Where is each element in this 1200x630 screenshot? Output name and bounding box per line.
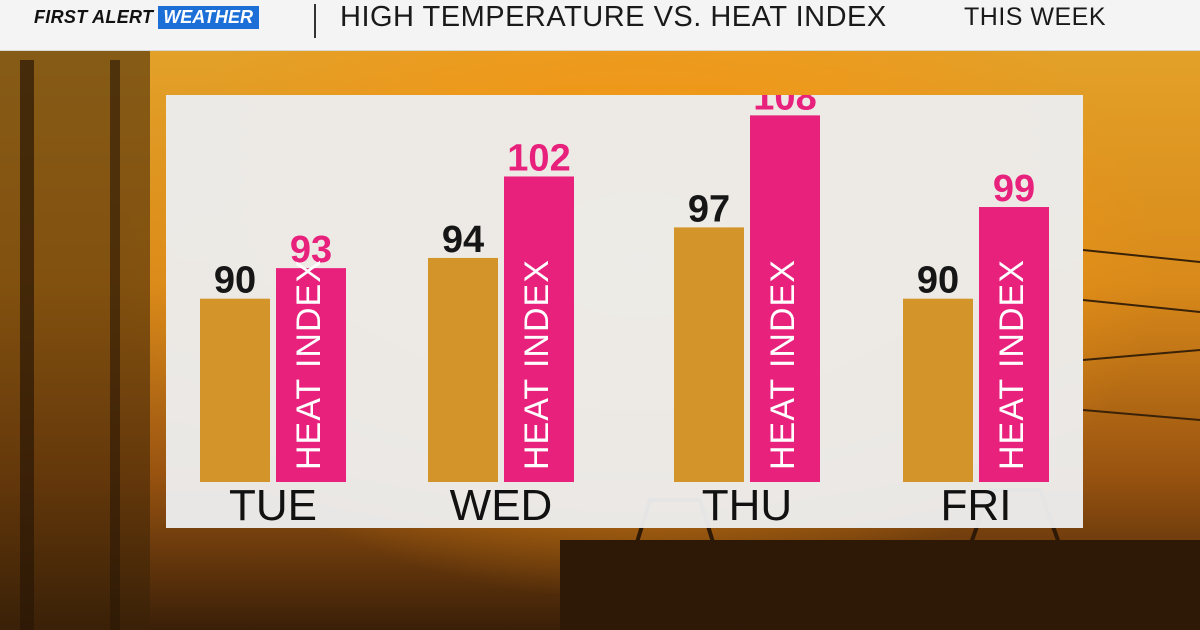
- heat-index-value: 108: [753, 95, 816, 118]
- header-divider: [314, 4, 316, 38]
- brand-logo: FIRST ALERT WEATHER: [34, 5, 259, 29]
- heat-index-value: 93: [290, 229, 332, 271]
- heat-index-value: 102: [507, 137, 570, 179]
- chart-subtitle: THIS WEEK: [964, 3, 1107, 31]
- day-label: THU: [702, 481, 792, 528]
- heat-index-bar-label: HEAT INDEX: [764, 259, 802, 470]
- chart-panel: 90 93 HEAT INDEX TUE 94 102 HEAT INDEX WED 97 108…: [166, 95, 1083, 528]
- chart-title: HIGH TEMPERATURE VS. HEAT INDEX: [340, 1, 887, 33]
- header-bar: FIRST ALERT WEATHER HIGH TEMPERATURE VS.…: [0, 0, 1200, 51]
- brand-first-alert: FIRST ALERT: [34, 6, 154, 27]
- heat-index-bar-label: HEAT INDEX: [290, 259, 328, 470]
- high-temp-value: 94: [442, 219, 484, 261]
- heat-index-value: 99: [993, 168, 1035, 210]
- high-temp-value: 90: [214, 260, 256, 302]
- high-temp-bar: [674, 227, 744, 482]
- heat-index-bar: [504, 176, 574, 482]
- day-label: WED: [450, 481, 553, 528]
- heat-index-bar-label: HEAT INDEX: [518, 259, 556, 470]
- high-temp-bar: [903, 298, 973, 482]
- heat-index-bar-label: HEAT INDEX: [993, 259, 1031, 470]
- day-label: FRI: [941, 481, 1012, 528]
- heat-index-bar: [276, 268, 346, 482]
- high-temp-bar: [428, 257, 498, 482]
- heat-index-bar: [979, 207, 1049, 482]
- heat-index-bar: [750, 115, 820, 483]
- high-temp-value: 97: [688, 188, 730, 230]
- high-temp-value: 90: [917, 260, 959, 302]
- high-temp-bar: [200, 298, 270, 482]
- brand-weather-badge: WEATHER: [158, 5, 259, 29]
- day-label: TUE: [229, 481, 317, 528]
